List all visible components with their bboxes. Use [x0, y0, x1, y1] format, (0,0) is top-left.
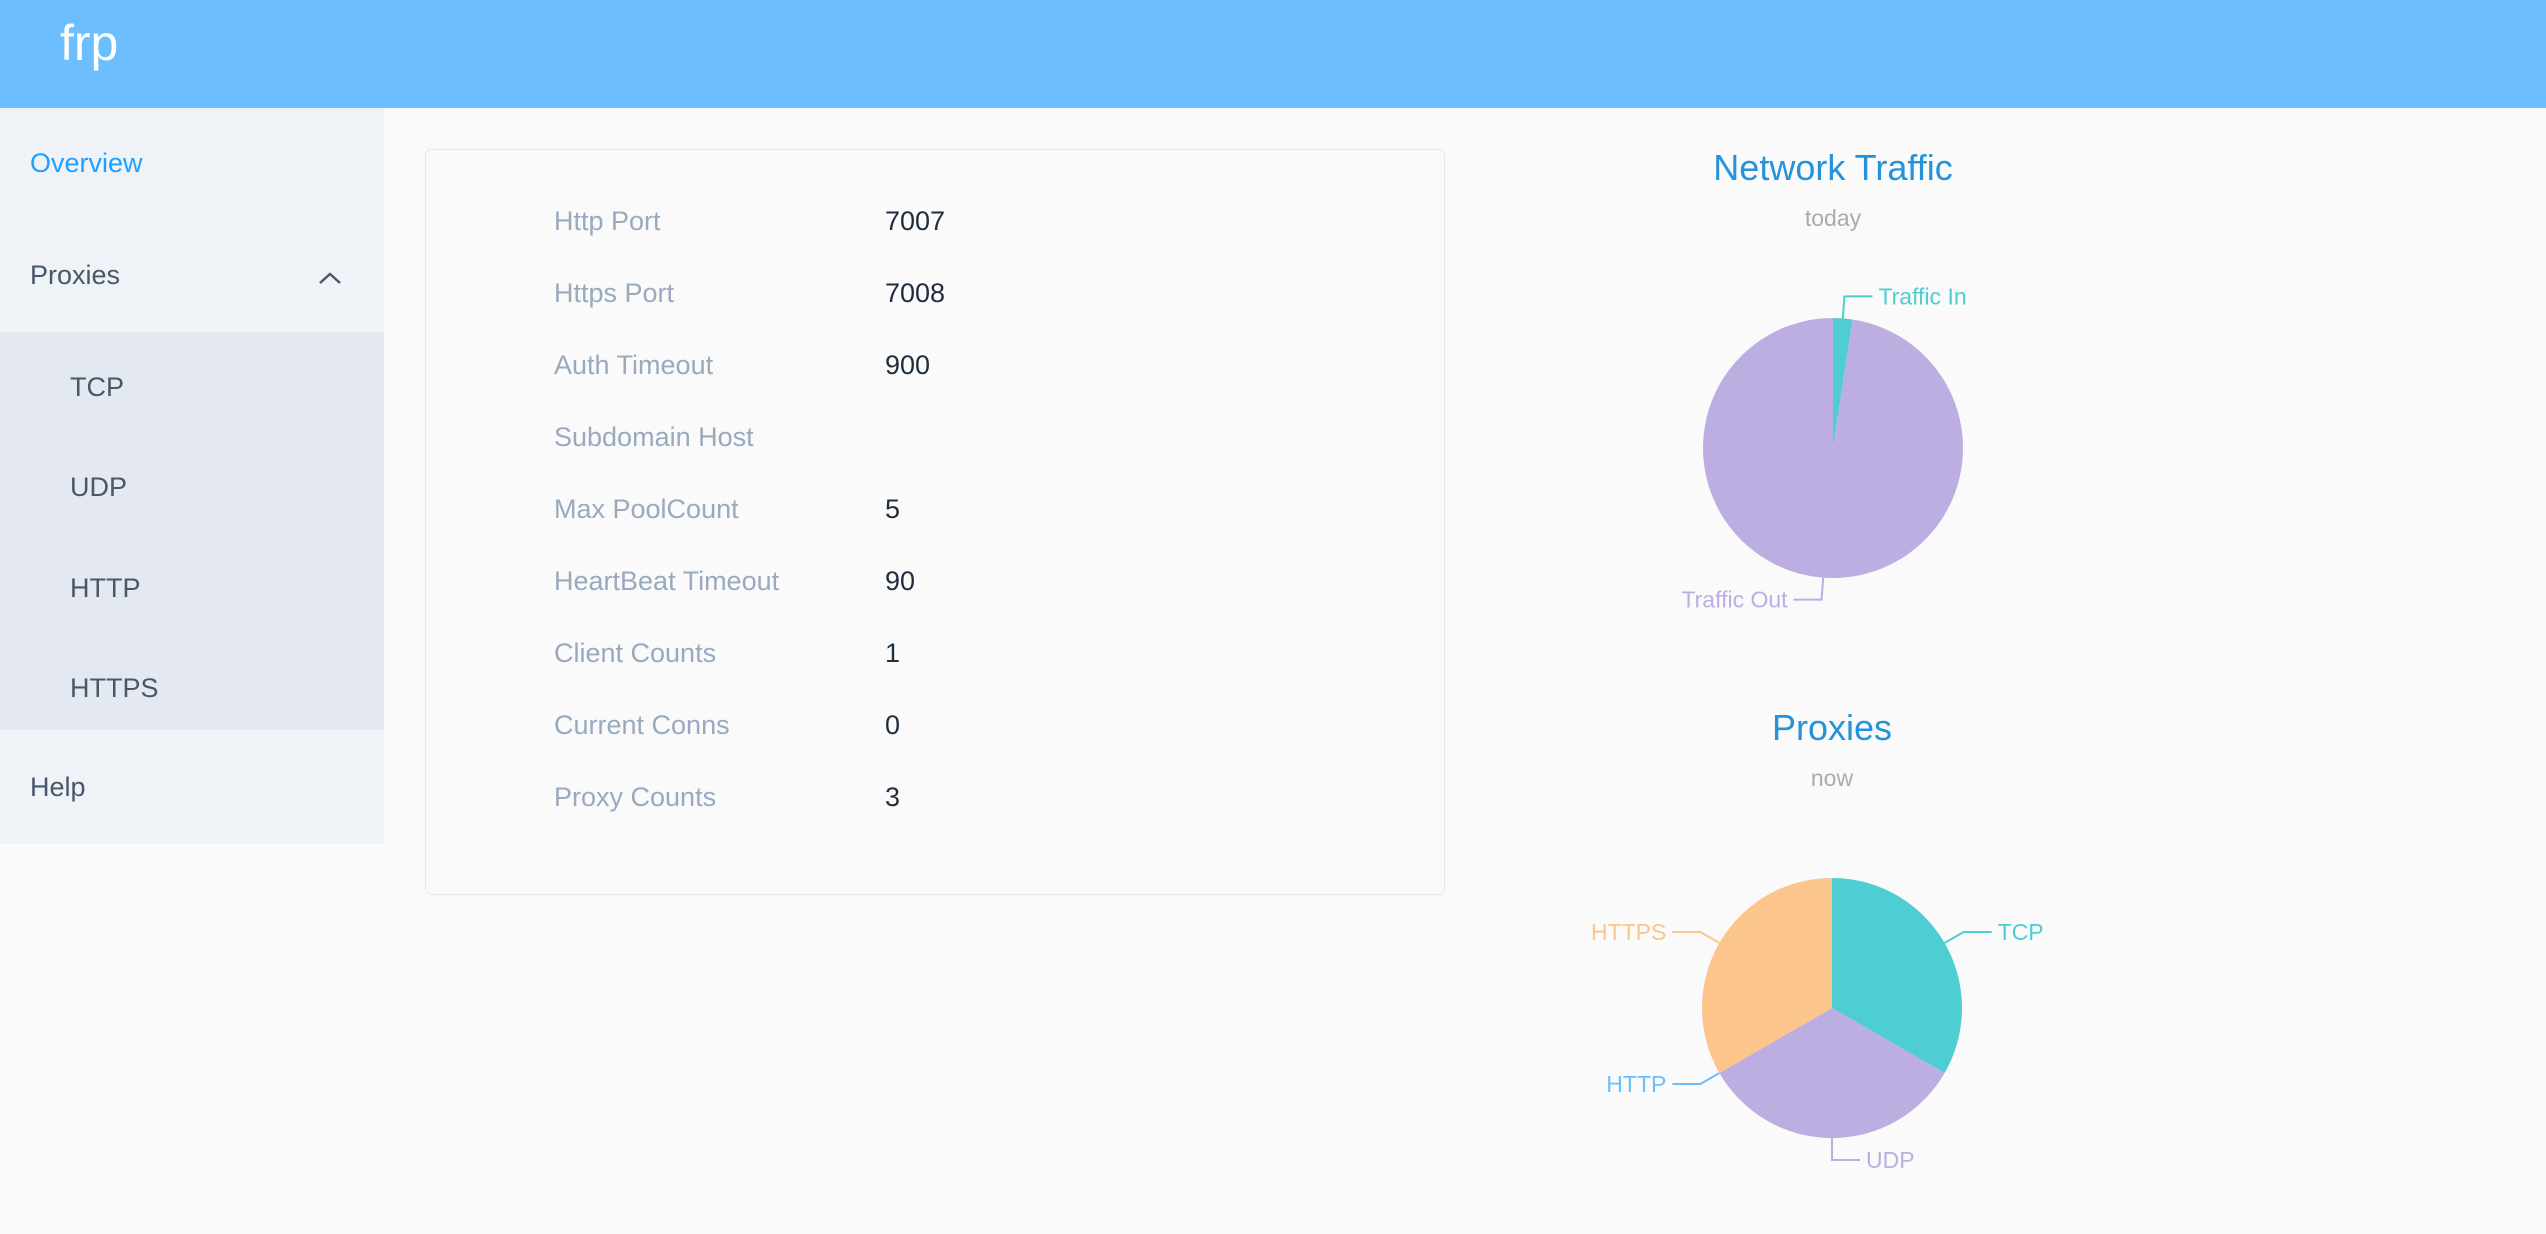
chart-title: Network Traffic: [1713, 147, 1952, 188]
pie-slice[interactable]: [1719, 1008, 1945, 1138]
info-label: Client Counts: [554, 638, 717, 668]
label-line: [1831, 1138, 1860, 1161]
info-value: 0: [885, 710, 901, 740]
sidebar-item-https[interactable]: HTTPS: [70, 673, 159, 703]
slice-label: TCP: [1998, 919, 2044, 945]
chart-subtitle: now: [1811, 765, 1854, 791]
top-header: frp: [0, 0, 2546, 108]
info-value: 7008: [885, 278, 946, 308]
sidebar-item-tcp[interactable]: TCP: [70, 372, 124, 402]
app-logo[interactable]: frp: [60, 15, 119, 71]
info-label: Subdomain Host: [554, 422, 754, 452]
slice-label: HTTP: [1606, 1071, 1666, 1097]
info-label: Https Port: [554, 278, 675, 308]
label-line: [1944, 931, 1992, 944]
pie-slice[interactable]: [1832, 878, 1962, 1073]
pie-slice[interactable]: [1702, 318, 1963, 578]
slice-label: UDP: [1866, 1147, 1915, 1173]
info-label: Max PoolCount: [554, 494, 739, 524]
label-line: [1841, 295, 1873, 319]
info-value: 5: [885, 494, 901, 524]
server-info-card: Http Port 7007 Https Port 7008 Auth Timeout 9…: [425, 149, 1445, 895]
pie-slice[interactable]: [1833, 318, 1853, 448]
pie-chart: Proxies now TCP UDP HTTP HTTPS: [1591, 707, 2044, 1173]
label-line: [1793, 577, 1825, 601]
sidebar: Overview Proxies TCP UDP HTTP HTTPS Help: [0, 108, 384, 844]
chart-title: Proxies: [1772, 707, 1892, 748]
chevron-up-icon[interactable]: [318, 266, 342, 290]
slice-label: Traffic In: [1878, 283, 1966, 309]
proxies-submenu: TCP UDP HTTP HTTPS: [0, 332, 384, 730]
sidebar-item-proxies[interactable]: Proxies: [30, 260, 360, 291]
info-label: Http Port: [554, 206, 661, 236]
slice-label: HTTPS: [1591, 919, 1666, 945]
info-value: 90: [885, 566, 916, 596]
sidebar-item-overview[interactable]: Overview: [30, 148, 143, 178]
info-value: 900: [885, 350, 931, 380]
pie-chart: Network Traffic today Traffic In Traffic Ou…: [1681, 147, 1966, 613]
pie-slice[interactable]: [1702, 878, 1832, 1073]
info-label: Current Conns: [554, 710, 730, 740]
info-label: HeartBeat Timeout: [554, 566, 780, 596]
sidebar-item-http[interactable]: HTTP: [70, 573, 141, 603]
info-value: 1: [885, 638, 901, 668]
charts-area: Network Traffic today Traffic In Traffic Ou…: [1591, 147, 2044, 1173]
info-value: 3: [885, 782, 901, 812]
sidebar-item-help[interactable]: Help: [30, 772, 86, 802]
sidebar-item-udp[interactable]: UDP: [70, 472, 128, 502]
slice-label: Traffic Out: [1681, 587, 1788, 613]
info-label: Proxy Counts: [554, 782, 717, 812]
info-value: 7007: [885, 206, 946, 236]
chart-subtitle: today: [1805, 205, 1862, 231]
label-line: [1672, 1072, 1720, 1085]
sidebar-item-label: Proxies: [30, 260, 121, 290]
label-line: [1672, 931, 1720, 944]
info-label: Auth Timeout: [554, 350, 714, 380]
